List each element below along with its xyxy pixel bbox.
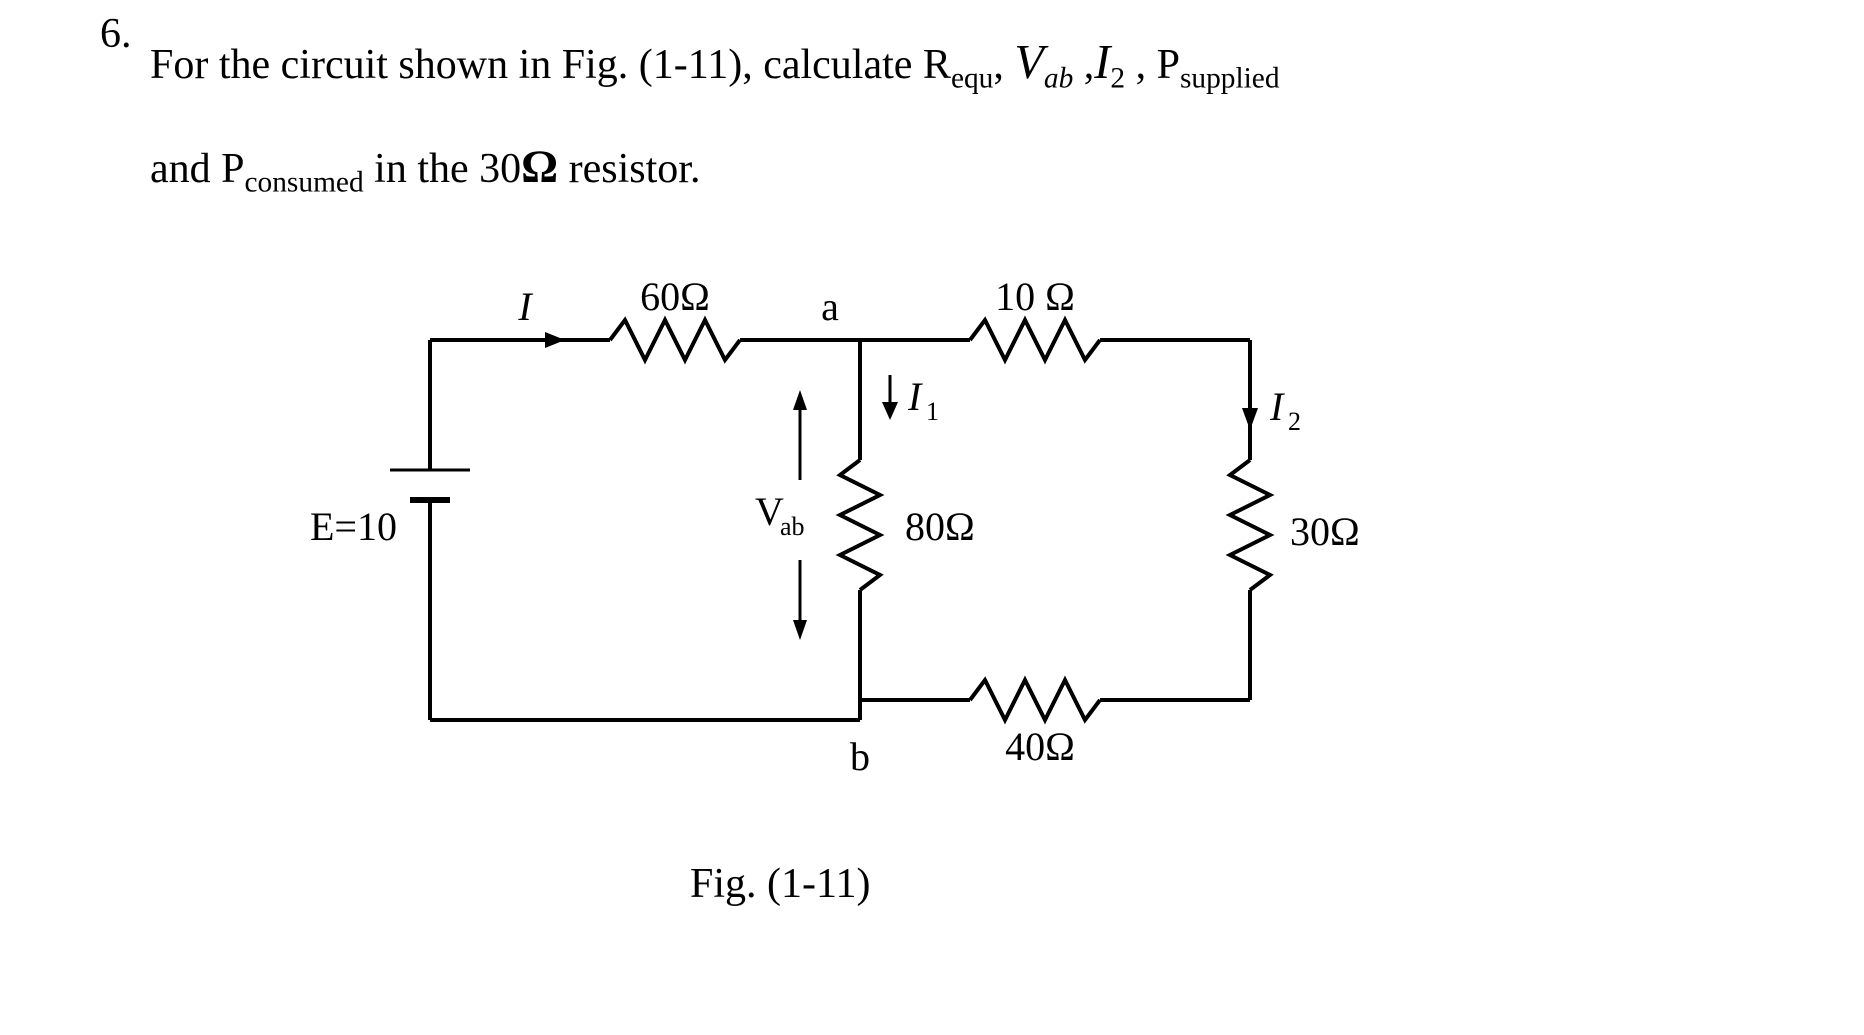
label-I: I: [517, 284, 533, 329]
label-source: E=10: [310, 504, 397, 549]
text-part: , P: [1125, 42, 1180, 88]
text-part: resistor.: [558, 146, 700, 192]
text-part: and P: [150, 146, 245, 192]
vab-arrow-bottom-icon: [793, 620, 807, 640]
label-Vab-ab: ab: [780, 512, 805, 541]
circuit-figure: I 60Ω a 10 Ω I 2 30Ω 40Ω I 1 80Ω b: [350, 290, 1450, 940]
resistor-30: [1230, 460, 1270, 590]
text-part: For the circuit shown in Fig. (1-11), ca…: [150, 42, 951, 88]
current-i-arrowhead-icon: [545, 332, 565, 348]
label-30ohm: 30Ω: [1290, 509, 1360, 554]
label-I1: I: [907, 374, 923, 419]
label-node-b: b: [850, 734, 870, 779]
label-I1-sub: 1: [926, 397, 939, 426]
figure-caption: Fig. (1-11): [690, 860, 870, 908]
ohm-symbol: Ω: [521, 141, 558, 192]
label-I2-sub: 2: [1288, 407, 1301, 436]
current-i1-arrowhead-icon: [882, 402, 898, 420]
label-80ohm: 80Ω: [905, 504, 975, 549]
resistor-10: [970, 320, 1100, 360]
problem-number: 6.: [100, 10, 132, 58]
text-part: in the 30: [364, 146, 521, 192]
text-sub-2: 2: [1110, 62, 1125, 94]
current-i2-arrowhead-icon: [1242, 408, 1258, 430]
text-V: V: [1014, 36, 1044, 89]
label-10ohm: 10 Ω: [995, 274, 1075, 319]
text-I: I: [1094, 36, 1110, 89]
text-part: ,: [993, 42, 1004, 88]
label-node-a: a: [821, 284, 839, 329]
resistor-60: [610, 320, 740, 360]
text-part: ,: [1073, 42, 1094, 88]
text-sub-consumed: consumed: [245, 167, 364, 199]
label-I2: I: [1269, 384, 1285, 429]
text-sub-ab: ab: [1044, 62, 1073, 94]
label-40ohm: 40Ω: [1005, 724, 1075, 769]
problem-statement: For the circuit shown in Fig. (1-11), ca…: [150, 10, 1750, 218]
resistor-40: [970, 680, 1100, 720]
resistor-80: [840, 460, 880, 590]
label-60ohm: 60Ω: [640, 274, 710, 319]
text-sub-equ: equ: [951, 62, 993, 94]
vab-arrow-top-icon: [793, 390, 807, 410]
text-sub-supplied: supplied: [1180, 62, 1280, 94]
